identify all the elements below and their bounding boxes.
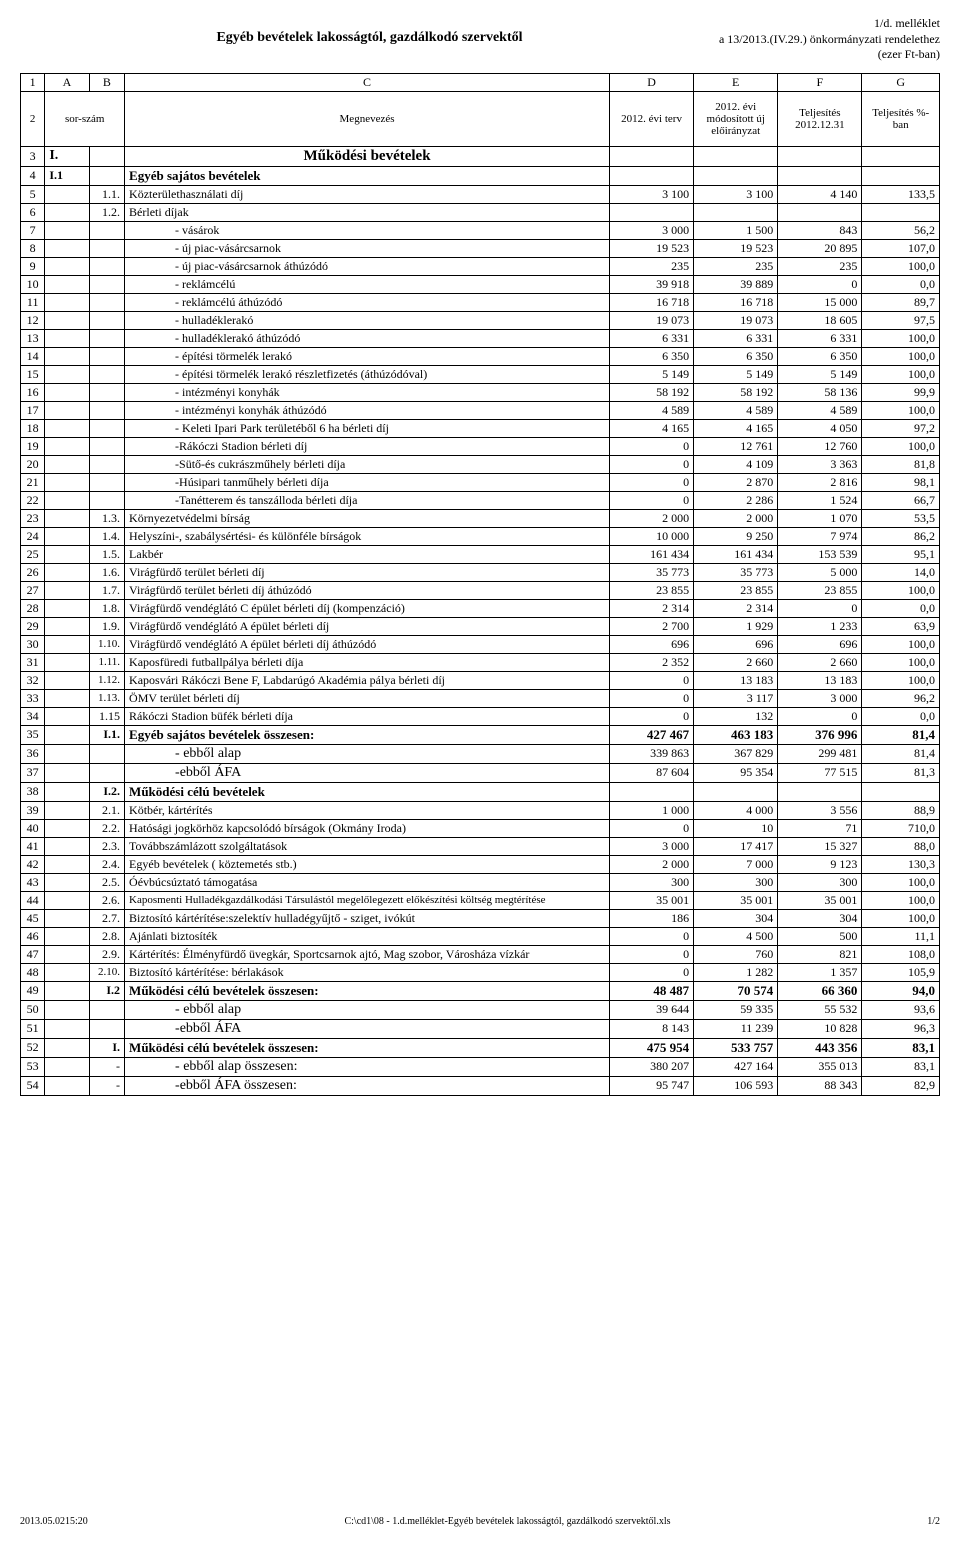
table-row: 472.9.Kártérítés: Élményfürdő üvegkár, S… bbox=[21, 945, 940, 963]
table-row: 291.9.Virágfürdő vendéglátó A épület bér… bbox=[21, 617, 940, 635]
table-row: 482.10.Biztosító kártérítése: bérlakások… bbox=[21, 963, 940, 981]
table-row: 341.15Rákóczi Stadion büfék bérleti díja… bbox=[21, 707, 940, 725]
footer-timestamp: 2013.05.0215:20 bbox=[20, 1516, 88, 1527]
table-row: 52I.Működési célú bevételek összesen:475… bbox=[21, 1038, 940, 1057]
table-row: 38I.2.Működési célú bevételek bbox=[21, 782, 940, 801]
table-row: 50 - ebből alap39 64459 33555 53293,6 bbox=[21, 1000, 940, 1019]
attach-line2: a 13/2013.(IV.29.) önkormányzati rendele… bbox=[719, 32, 940, 48]
footer-path: C:\cd1\08 - 1.d.melléklet-Egyéb bevétele… bbox=[344, 1516, 670, 1527]
table-row: 36 - ebből alap339 863367 829299 48181,4 bbox=[21, 744, 940, 763]
table-row: 281.8.Virágfürdő vendéglátó C épület bér… bbox=[21, 599, 940, 617]
table-row: 331.13.ÖMV terület bérleti díj03 1173 00… bbox=[21, 689, 940, 707]
table-row: 241.4.Helyszíni-, szabálysértési- és kül… bbox=[21, 527, 940, 545]
table-row: 37 -ebből ÁFA87 60495 35477 51581,3 bbox=[21, 763, 940, 782]
header-row: 2sor-számMegnevezés2012. évi terv2012. é… bbox=[21, 91, 940, 146]
th-sorszam: sor-szám bbox=[45, 91, 125, 146]
table-row: 18 - Keleti Ipari Park területéből 6 ha … bbox=[21, 419, 940, 437]
table-row: 4I.1Egyéb sajátos bevételek bbox=[21, 166, 940, 185]
table-row: 392.1.Kötbér, kártérítés1 0004 0003 5568… bbox=[21, 801, 940, 819]
table-row: 321.12.Kaposvári Rákóczi Bene F, Labdarú… bbox=[21, 671, 940, 689]
table-row: 12 - hulladéklerakó19 07319 07318 60597,… bbox=[21, 311, 940, 329]
table-row: 412.3.Továbbszámlázott szolgáltatások3 0… bbox=[21, 837, 940, 855]
table-row: 271.7.Virágfürdő terület bérleti díj áth… bbox=[21, 581, 940, 599]
unit: (ezer Ft-ban) bbox=[719, 47, 940, 63]
table-row: 251.5.Lakbér161 434161 434153 53995,1 bbox=[21, 545, 940, 563]
table-row: 21 -Húsipari tanműhely bérleti díja02 87… bbox=[21, 473, 940, 491]
table-row: 432.5.Óévbúcsúztató támogatása3003003001… bbox=[21, 873, 940, 891]
table-row: 51.1.Közterülethasználati díj3 1003 1004… bbox=[21, 185, 940, 203]
table-row: 442.6.Kaposmenti Hulladékgazdálkodási Tá… bbox=[21, 891, 940, 909]
table-row: 14 - építési törmelék lerakó6 3506 3506 … bbox=[21, 347, 940, 365]
table-row: 231.3.Környezetvédelmi bírság2 0002 0001… bbox=[21, 509, 940, 527]
table-row: 17 - intézményi konyhák áthúzódó4 5894 5… bbox=[21, 401, 940, 419]
page-footer: 2013.05.0215:20 C:\cd1\08 - 1.d.mellékle… bbox=[20, 1516, 940, 1527]
table-row: 422.4.Egyéb bevételek ( köztemetés stb.)… bbox=[21, 855, 940, 873]
attach-line1: 1/d. melléklet bbox=[719, 16, 940, 32]
table-row: 402.2.Hatósági jogkörhöz kapcsolódó bírs… bbox=[21, 819, 940, 837]
data-table: 1ABCDEFG2sor-számMegnevezés2012. évi ter… bbox=[20, 73, 940, 1096]
table-row: 61.2.Bérleti díjak bbox=[21, 203, 940, 221]
table-row: 452.7.Biztosító kártérítése:szelektív hu… bbox=[21, 909, 940, 927]
table-row: 15 - építési törmelék lerakó részletfize… bbox=[21, 365, 940, 383]
table-row: 10 - reklámcélú39 91839 88900,0 bbox=[21, 275, 940, 293]
column-letters-row: 1ABCDEFG bbox=[21, 73, 940, 91]
doc-attachment: 1/d. melléklet a 13/2013.(IV.29.) önkorm… bbox=[719, 16, 940, 63]
table-row: 19 -Rákóczi Stadion bérleti díj012 76112… bbox=[21, 437, 940, 455]
table-row: 9 - új piac-vásárcsarnok áthúzódó2352352… bbox=[21, 257, 940, 275]
table-row: 311.11.Kaposfüredi futballpálya bérleti … bbox=[21, 653, 940, 671]
table-row: 51 -ebből ÁFA8 14311 23910 82896,3 bbox=[21, 1019, 940, 1038]
table-row: 53- - ebből alap összesen:380 207427 164… bbox=[21, 1057, 940, 1076]
table-row: 301.10.Virágfürdő vendéglátó A épület bé… bbox=[21, 635, 940, 653]
table-row: 7 - vásárok3 0001 50084356,2 bbox=[21, 221, 940, 239]
table-row: 35I.1.Egyéb sajátos bevételek összesen:4… bbox=[21, 725, 940, 744]
table-row: 16 - intézményi konyhák58 19258 19258 13… bbox=[21, 383, 940, 401]
table-row: 22 -Tanétterem és tanszálloda bérleti dí… bbox=[21, 491, 940, 509]
table-row: 462.8.Ajánlati biztosíték04 50050011,1 bbox=[21, 927, 940, 945]
table-row: 11 - reklámcélú áthúzódó16 71816 71815 0… bbox=[21, 293, 940, 311]
table-row: 13 - hulladéklerakó áthúzódó6 3316 3316 … bbox=[21, 329, 940, 347]
table-row: 20 -Sütő-és cukrászműhely bérleti díja04… bbox=[21, 455, 940, 473]
table-row: 261.6.Virágfürdő terület bérleti díj35 7… bbox=[21, 563, 940, 581]
page-header: Egyéb bevételek lakosságtól, gazdálkodó … bbox=[20, 16, 940, 63]
doc-title: Egyéb bevételek lakosságtól, gazdálkodó … bbox=[20, 16, 719, 63]
table-row: 49I.2Működési célú bevételek összesen:48… bbox=[21, 981, 940, 1000]
table-row: 8 - új piac-vásárcsarnok19 52319 52320 8… bbox=[21, 239, 940, 257]
footer-page: 1/2 bbox=[927, 1516, 940, 1527]
table-row: 54- -ebből ÁFA összesen:95 747106 59388 … bbox=[21, 1076, 940, 1095]
table-row: 3I.Működési bevételek bbox=[21, 146, 940, 166]
